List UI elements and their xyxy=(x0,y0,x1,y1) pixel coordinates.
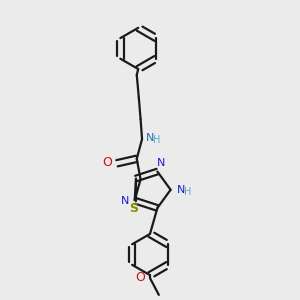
Text: N: N xyxy=(157,158,165,168)
Text: N: N xyxy=(177,185,185,195)
Text: O: O xyxy=(135,271,145,284)
Text: S: S xyxy=(129,202,138,215)
Text: H: H xyxy=(184,187,191,196)
Text: N: N xyxy=(121,196,130,206)
Text: H: H xyxy=(153,135,160,145)
Text: N: N xyxy=(146,133,154,143)
Text: O: O xyxy=(102,156,112,169)
